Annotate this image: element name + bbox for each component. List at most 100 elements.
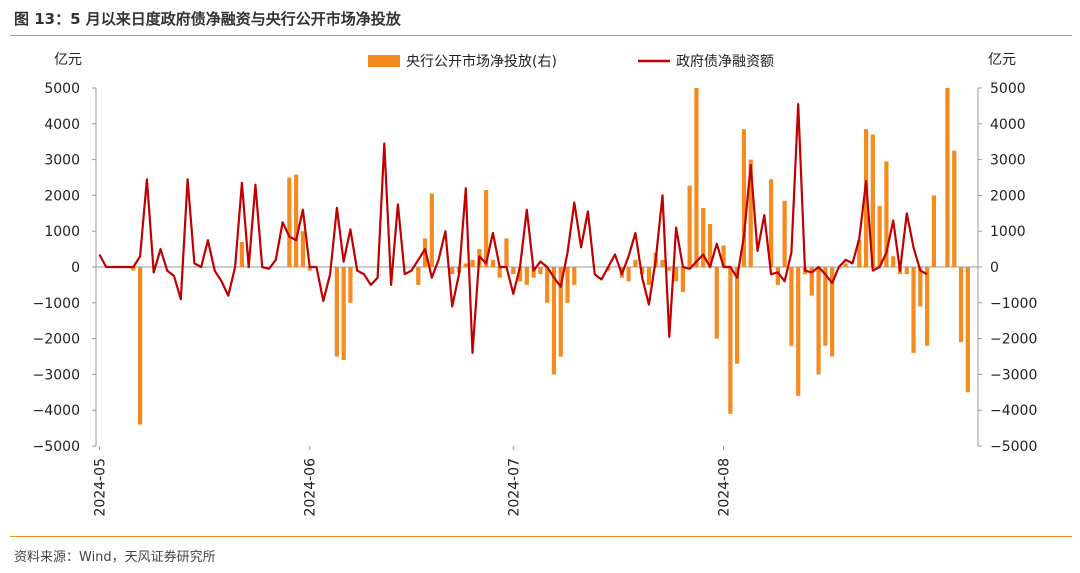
bar-mark — [633, 259, 638, 267]
bar-mark — [748, 159, 753, 267]
bar-mark — [687, 185, 692, 267]
left-tick-label: 4000 — [44, 117, 80, 133]
bar-mark — [741, 129, 747, 267]
x-tick-label: 2024-05 — [92, 458, 108, 517]
bar-mark — [307, 267, 312, 271]
right-axis-unit: 亿元 — [988, 52, 1016, 68]
bar-mark — [667, 267, 672, 271]
bar-mark — [524, 267, 529, 285]
right-tick-label: −1000 — [990, 296, 1037, 312]
bar-mark — [863, 129, 869, 267]
bar-mark — [830, 267, 835, 357]
bar-mark — [891, 256, 896, 267]
bar-mark — [904, 267, 909, 275]
right-tick-label: 5000 — [990, 81, 1026, 97]
bar-mark — [945, 88, 950, 267]
government-bond-line — [98, 103, 928, 354]
bar-mark — [823, 267, 828, 346]
bar-mark — [925, 267, 930, 346]
right-tick-label: 3000 — [990, 153, 1026, 169]
title-divider — [10, 35, 1072, 36]
bar-mark — [735, 267, 740, 364]
right-tick-label: 0 — [990, 260, 999, 276]
bar-mark — [531, 267, 536, 278]
x-tick-label: 2024-06 — [303, 458, 319, 517]
bar-mark — [341, 267, 346, 361]
bar-mark — [517, 267, 523, 282]
legend-bar-swatch — [368, 55, 400, 67]
bar-mark — [701, 207, 706, 267]
bar-mark — [551, 267, 557, 375]
bar-mark — [843, 263, 848, 267]
bar-mark — [538, 267, 543, 275]
bar-mark — [965, 267, 970, 393]
bar-mark — [334, 267, 339, 357]
bar-mark — [416, 267, 421, 285]
bar-mark — [816, 267, 821, 375]
bar-mark — [572, 267, 577, 285]
bar-mark — [870, 134, 875, 267]
bar-mark — [694, 88, 699, 267]
bar-mark — [463, 263, 468, 267]
right-tick-label: 2000 — [990, 188, 1026, 204]
bar-mark — [511, 267, 516, 275]
footer-divider — [10, 536, 1072, 537]
bar-mark — [911, 267, 916, 353]
axes-layer: −5000 −4000 −3000 −2000 −1000 0 1000 2000 3000 40… — [33, 52, 1038, 517]
bar-mark — [646, 267, 652, 285]
bar-mark — [497, 267, 502, 278]
bar-mark — [504, 238, 509, 267]
bar-mark — [714, 267, 719, 339]
right-tick-label: 4000 — [990, 117, 1026, 133]
legend: 央行公开市场净投放(右) 政府债净融资额 — [368, 53, 774, 70]
bar-mark — [768, 179, 774, 267]
bar-mark — [775, 267, 780, 285]
right-tick-label: 1000 — [990, 224, 1026, 240]
bar-mark — [728, 267, 733, 414]
bar-mark — [470, 259, 475, 267]
chart-title: 图 13：5 月以来日度政府债净融资与央行公开市场净投放 — [14, 10, 401, 28]
legend-bar-label: 央行公开市场净投放(右) — [406, 53, 557, 70]
bar-mark — [545, 267, 550, 303]
left-tick-label: 5000 — [44, 81, 80, 97]
x-tick-label: 2024-07 — [506, 458, 522, 517]
right-tick-label: −4000 — [990, 403, 1037, 419]
bar-mark — [558, 267, 563, 357]
left-tick-label: 1000 — [44, 224, 80, 240]
bar-mark — [287, 177, 292, 267]
bar-mark — [660, 259, 665, 267]
left-tick-label: −5000 — [33, 439, 80, 455]
bar-mark — [809, 267, 814, 296]
bar-mark — [484, 190, 489, 267]
left-tick-label: 3000 — [44, 153, 80, 169]
bar-mark — [931, 195, 937, 267]
bar-mark — [673, 267, 679, 282]
left-tick-label: −4000 — [33, 403, 80, 419]
bar-mark — [721, 245, 726, 267]
bar-mark — [884, 161, 889, 267]
bar-mark — [789, 267, 794, 346]
left-tick-label: −2000 — [33, 332, 80, 348]
bar-mark — [680, 267, 685, 293]
bar-mark — [877, 206, 882, 267]
bar-mark — [565, 267, 570, 303]
right-tick-label: −3000 — [990, 367, 1037, 383]
bar-mark — [707, 224, 713, 267]
bar-mark — [952, 150, 957, 267]
bar-mark — [239, 241, 244, 267]
bar-series — [131, 88, 970, 425]
source-note: 资料来源：Wind，天风证券研究所 — [14, 550, 216, 565]
bar-mark — [626, 267, 631, 282]
bar-mark — [137, 267, 143, 425]
left-tick-label: 2000 — [44, 188, 80, 204]
bar-mark — [918, 267, 923, 307]
bar-mark — [958, 267, 964, 343]
bar-mark — [796, 267, 801, 396]
bar-mark — [300, 231, 306, 267]
bar-mark — [429, 193, 434, 267]
legend-line-label: 政府债净融资额 — [676, 54, 774, 70]
x-tick-label: 2024-08 — [717, 458, 733, 517]
left-tick-label: −3000 — [33, 367, 80, 383]
left-axis-unit: 亿元 — [54, 52, 82, 68]
